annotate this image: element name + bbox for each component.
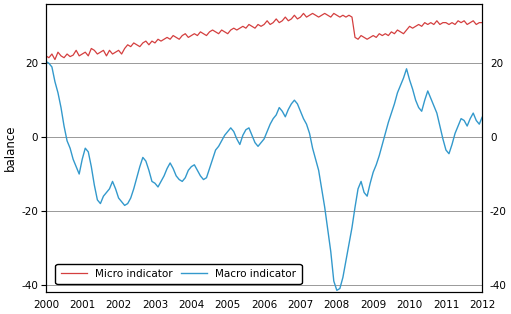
Micro indicator <box>52 58 58 62</box>
Macro indicator <box>297 109 304 113</box>
Micro indicator <box>43 54 49 58</box>
Micro indicator <box>282 15 288 19</box>
Micro indicator <box>300 12 307 15</box>
Macro indicator <box>191 163 197 167</box>
Line: Macro indicator: Macro indicator <box>46 62 498 290</box>
Y-axis label: balance: balance <box>4 125 17 171</box>
Macro indicator <box>419 109 425 113</box>
Micro indicator <box>495 23 501 26</box>
Macro indicator <box>495 122 501 126</box>
Macro indicator <box>222 133 228 137</box>
Micro indicator <box>225 32 231 35</box>
Micro indicator <box>422 21 428 24</box>
Line: Micro indicator: Micro indicator <box>46 14 498 60</box>
Macro indicator <box>358 180 364 183</box>
Micro indicator <box>361 35 367 39</box>
Macro indicator <box>279 109 285 113</box>
Micro indicator <box>194 34 200 37</box>
Micro indicator <box>304 15 310 19</box>
Macro indicator <box>43 60 49 63</box>
Legend: Micro indicator, Macro indicator: Micro indicator, Macro indicator <box>55 264 301 284</box>
Macro indicator <box>334 289 340 292</box>
